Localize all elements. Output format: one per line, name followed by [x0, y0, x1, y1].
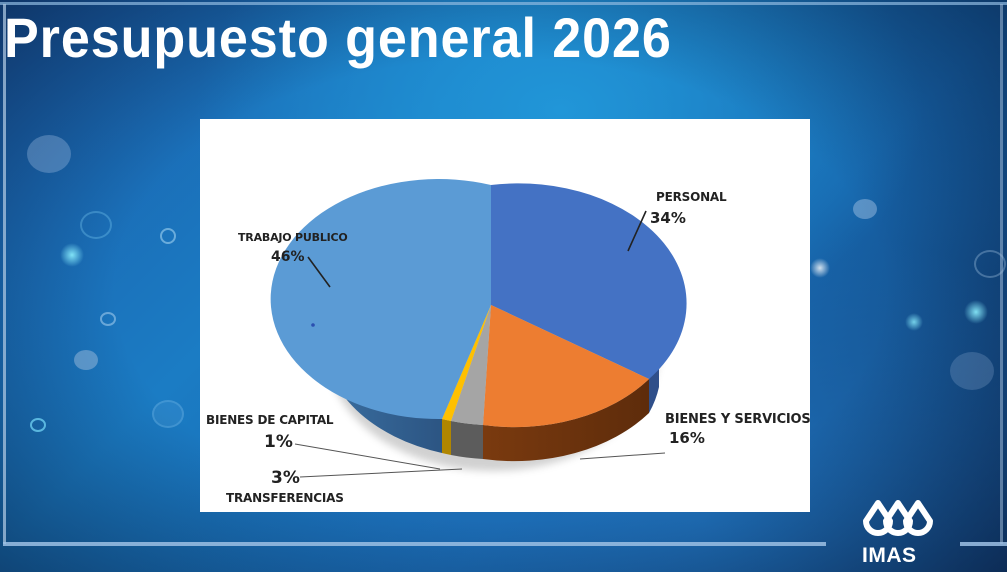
- label-transferencias-name: TRANSFERENCIAS: [226, 491, 344, 505]
- frame-line-left: [3, 4, 6, 544]
- frame-line-right: [1000, 4, 1003, 544]
- label-personal-pct: 34%: [650, 209, 686, 227]
- bokeh-light: [853, 199, 877, 219]
- bokeh-light: [905, 313, 923, 331]
- bokeh-light: [964, 300, 988, 324]
- label-bienes-servicios-name: BIENES Y SERVICIOS: [665, 412, 811, 427]
- water-drops-logo-icon: [863, 500, 933, 536]
- bokeh-light: [160, 228, 176, 244]
- bokeh-light: [60, 243, 84, 267]
- label-bienes-servicios-pct: 16%: [669, 429, 705, 447]
- slide-title: Presupuesto general 2026: [4, 6, 672, 69]
- label-trabajo-publico-pct: 46%: [271, 249, 305, 265]
- logo-text: IMAS: [862, 544, 917, 567]
- slice-bienes-capital: [442, 305, 491, 421]
- frame-line-top: [0, 2, 1007, 5]
- frame-line-bottom: [3, 542, 826, 546]
- bokeh-light: [100, 312, 116, 326]
- slice-bienes-servicios: [483, 305, 649, 428]
- slice-trabajo-publico: [270, 179, 491, 420]
- bokeh-light: [27, 135, 71, 173]
- label-personal-name: PERSONAL: [656, 190, 727, 204]
- bokeh-light: [74, 350, 98, 370]
- bokeh-light: [80, 211, 112, 239]
- frame-line-bottom: [960, 542, 1007, 546]
- bokeh-light: [30, 418, 46, 432]
- pie-chart-3d: [270, 179, 687, 478]
- label-trabajo-publico-name: TRABAJO PUBLICO: [238, 231, 348, 244]
- slice-personal: [491, 183, 687, 379]
- bokeh-light: [950, 352, 994, 390]
- label-bienes-capital-name: BIENES DE CAPITAL: [206, 413, 334, 427]
- chart-panel: PERSONAL 34% TRABAJO PUBLICO 46% BIENES …: [200, 119, 811, 512]
- label-bienes-capital-pct: 1%: [264, 432, 293, 452]
- bokeh-light: [810, 258, 830, 278]
- label-transferencias-pct: 3%: [271, 468, 300, 488]
- bokeh-light: [152, 400, 184, 428]
- slice-transferencias: [451, 305, 491, 425]
